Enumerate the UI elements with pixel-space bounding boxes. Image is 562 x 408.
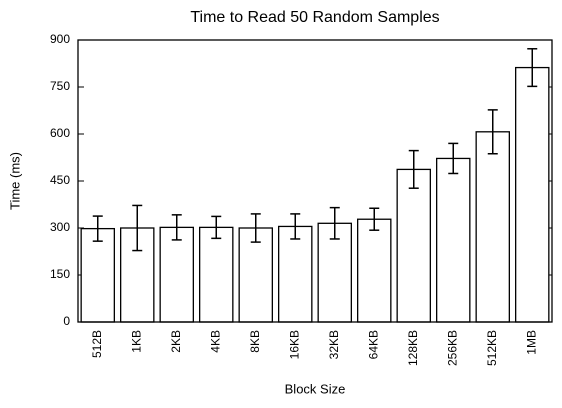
x-tick-label: 8KB [248, 330, 262, 353]
y-tick-label: 750 [50, 79, 70, 93]
chart-title: Time to Read 50 Random Samples [190, 9, 439, 26]
x-axis-label: Block Size [285, 381, 346, 396]
x-tick-label: 32KB [327, 330, 341, 359]
x-tick-label: 2KB [169, 330, 183, 353]
y-tick-label: 0 [63, 314, 70, 328]
x-tick-label: 16KB [287, 330, 301, 359]
bar [80, 227, 115, 323]
x-tick-label: 512KB [485, 330, 499, 366]
y-axis-label: Time (ms) [7, 152, 22, 210]
x-tick-label: 512B [90, 330, 104, 358]
y-tick-label: 450 [50, 173, 70, 187]
bar [199, 226, 234, 323]
bar [357, 218, 392, 323]
bar [436, 157, 471, 323]
y-tick-label: 900 [50, 32, 70, 46]
bar [159, 226, 194, 323]
bar [475, 131, 510, 323]
x-tick-label: 64KB [366, 330, 380, 359]
bar [238, 227, 273, 323]
y-tick-label: 300 [50, 220, 70, 234]
bar [278, 225, 313, 323]
x-tick-label: 4KB [208, 330, 222, 353]
y-tick-label: 150 [50, 267, 70, 281]
x-tick-label: 1KB [129, 330, 143, 353]
y-tick-label: 600 [50, 126, 70, 140]
bar [515, 66, 550, 323]
x-tick-label: 256KB [445, 330, 459, 366]
x-tick-label: 128KB [406, 330, 420, 366]
plot-frame [77, 39, 553, 323]
x-tick-label: 1MB [524, 330, 538, 355]
bar [396, 168, 431, 323]
